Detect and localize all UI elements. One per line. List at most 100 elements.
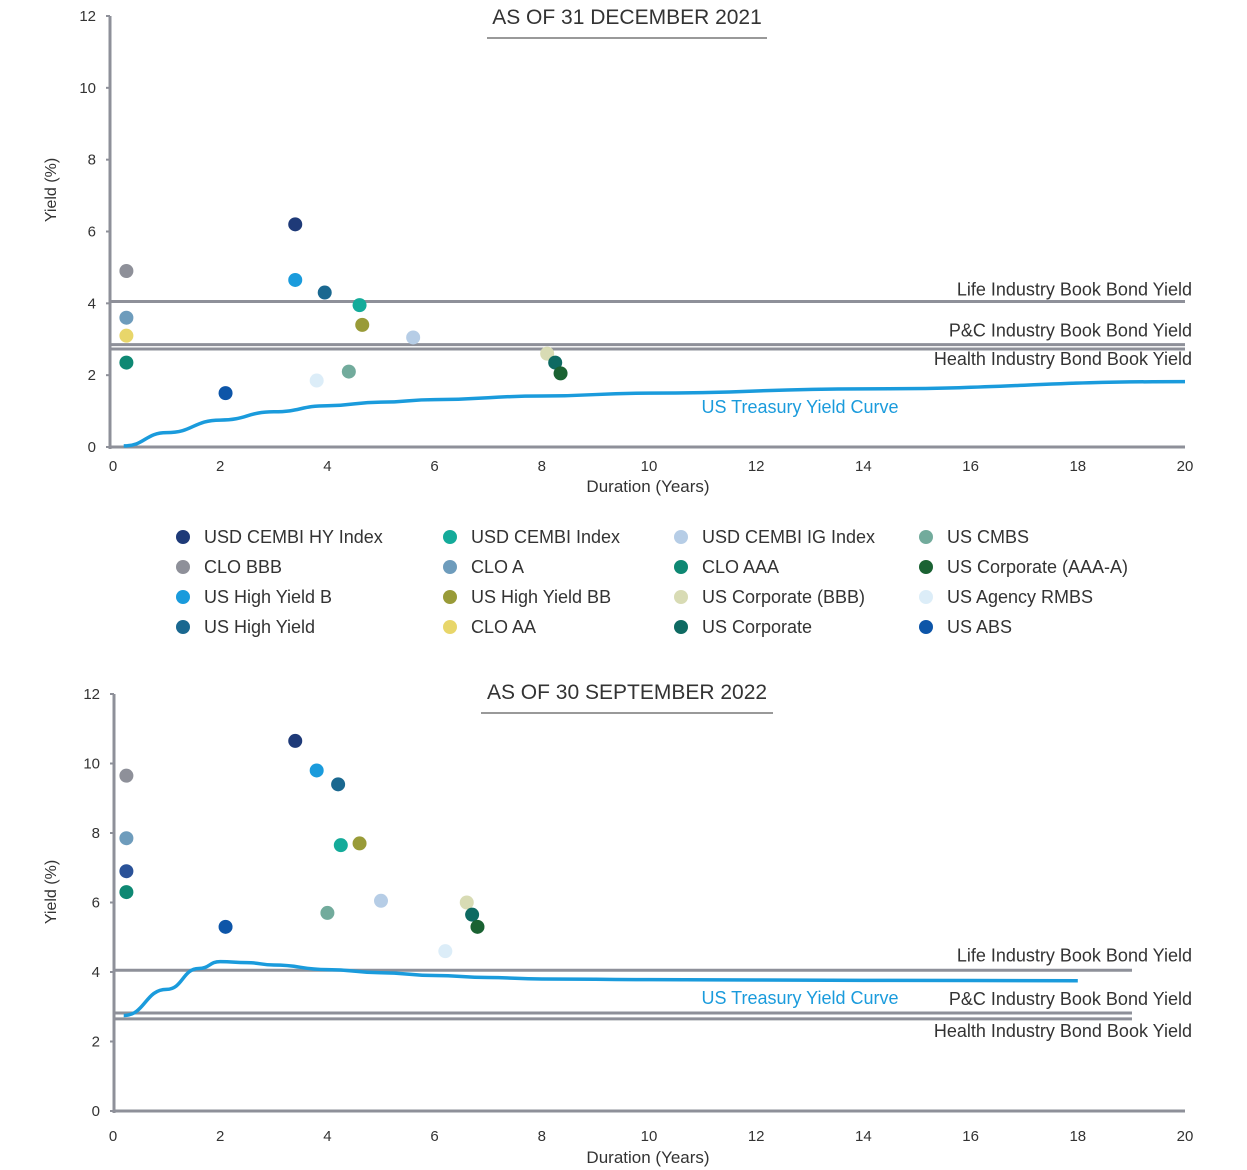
legend-label: US Agency RMBS	[947, 586, 1094, 607]
x-tick-label: 16	[962, 458, 979, 475]
reference-line-label: Life Industry Book Bond Yield	[957, 945, 1192, 965]
x-tick-label: 8	[538, 1128, 546, 1145]
y-tick-label: 2	[92, 1034, 100, 1051]
legend-label: CLO A	[471, 556, 525, 577]
y-tick-label: 8	[92, 825, 100, 842]
data-point	[119, 328, 134, 343]
legend-item: US Corporate (BBB)	[670, 586, 915, 608]
x-tick-label: 18	[1069, 1128, 1086, 1145]
curve-label: US Treasury Yield Curve	[701, 397, 898, 417]
y-tick-label: 12	[79, 8, 96, 25]
x-tick-label: 12	[748, 1128, 765, 1145]
x-tick-label: 20	[1177, 458, 1194, 475]
legend-item: US High Yield B	[172, 586, 439, 608]
chart-title: AS OF 31 DECEMBER 2021	[492, 6, 762, 29]
x-tick-label: 10	[641, 1128, 658, 1145]
legend-label: USD CEMBI IG Index	[702, 526, 876, 547]
x-tick-label: 14	[855, 458, 872, 475]
data-point	[119, 355, 134, 370]
data-point	[309, 373, 324, 388]
legend-marker	[176, 620, 190, 634]
legend-label: USD CEMBI Index	[471, 526, 621, 547]
legend-label: US Corporate (AAA-A)	[947, 556, 1129, 577]
treasury-yield-curve	[123, 379, 1186, 448]
reference-line-label: Health Industry Bond Book Yield	[934, 1021, 1192, 1041]
y-tick-label: 12	[83, 686, 100, 703]
y-tick-label: 0	[88, 439, 96, 456]
y-axis-label: Yield (%)	[43, 860, 60, 924]
reference-line-label: Life Industry Book Bond Yield	[957, 280, 1192, 300]
legend-label: USD CEMBI HY Index	[204, 526, 383, 547]
data-point	[119, 831, 134, 846]
y-tick-label: 6	[92, 895, 100, 912]
data-point	[309, 763, 324, 778]
data-point	[465, 907, 480, 922]
y-tick-label: 6	[88, 224, 96, 241]
x-tick-label: 6	[430, 1128, 438, 1145]
legend-item: US High Yield BB	[439, 586, 670, 608]
data-point	[352, 298, 367, 313]
data-point	[355, 317, 370, 332]
data-point	[288, 217, 303, 232]
legend-label: CLO BBB	[204, 556, 283, 577]
data-point	[320, 905, 335, 920]
data-point	[317, 285, 332, 300]
x-tick-label: 2	[216, 1128, 224, 1145]
x-tick-label: 4	[323, 458, 331, 475]
y-tick-label: 10	[83, 756, 100, 773]
data-point	[374, 893, 388, 908]
legend-marker	[443, 530, 457, 544]
chart-2: AS OF 30 SEPTEMBER 2022 0 2 4 6 8 10 12 0 2 4 6 8 10 1…	[43, 681, 1193, 1167]
legend-marker	[674, 560, 688, 574]
reference-line-label: Health Industry Bond Book Yield	[934, 349, 1192, 369]
treasury-yield-curve	[123, 959, 1078, 1018]
legend-item: US Agency RMBS	[915, 586, 1165, 608]
x-tick-label: 14	[855, 1128, 872, 1145]
x-tick-label: 18	[1069, 458, 1086, 475]
legend-label: US High Yield	[204, 616, 316, 637]
data-point	[352, 836, 367, 851]
data-point	[331, 777, 346, 792]
legend-item: US ABS	[915, 616, 1165, 638]
legend-label: CLO AAA	[702, 556, 780, 577]
legend-marker	[919, 530, 933, 544]
reference-line-label: P&C Industry Book Bond Yield	[949, 321, 1192, 341]
data-point	[288, 272, 303, 287]
data-point	[288, 733, 303, 748]
x-axis-label: Duration (Years)	[586, 477, 709, 496]
y-tick-label: 0	[92, 1103, 100, 1120]
x-tick-label: 8	[538, 458, 546, 475]
legend-marker	[919, 590, 933, 604]
data-point	[470, 919, 485, 934]
curve-label: US Treasury Yield Curve	[701, 988, 898, 1008]
legend-label: CLO AA	[471, 616, 537, 637]
legend-item: CLO AAA	[670, 556, 915, 578]
x-tick-label: 12	[748, 458, 765, 475]
legend-marker	[674, 620, 688, 634]
legend-marker	[674, 590, 688, 604]
legend-marker	[443, 620, 457, 634]
data-point	[119, 885, 134, 900]
data-point	[553, 366, 568, 381]
legend-label: US High Yield BB	[471, 586, 612, 607]
y-tick-label: 2	[88, 367, 96, 384]
data-point	[333, 838, 348, 853]
legend-item: CLO BBB	[172, 556, 439, 578]
legend-marker	[176, 560, 190, 574]
legend-item: USD CEMBI Index	[439, 526, 670, 548]
legend: USD CEMBI HY Index USD CEMBI Index USD CEM…	[172, 526, 1172, 638]
legend-marker	[919, 620, 933, 634]
legend-item: US High Yield	[172, 616, 439, 638]
data-point	[540, 346, 555, 361]
legend-label: US Corporate (BBB)	[702, 586, 866, 607]
y-axis-label: Yield (%)	[43, 158, 60, 222]
data-point	[438, 944, 453, 959]
legend-label: US CMBS	[947, 526, 1030, 547]
data-point	[406, 330, 421, 345]
legend-label: US Corporate	[702, 616, 813, 637]
legend-marker	[674, 530, 688, 544]
y-tick-label: 8	[88, 152, 96, 169]
x-tick-label: 4	[323, 1128, 331, 1145]
